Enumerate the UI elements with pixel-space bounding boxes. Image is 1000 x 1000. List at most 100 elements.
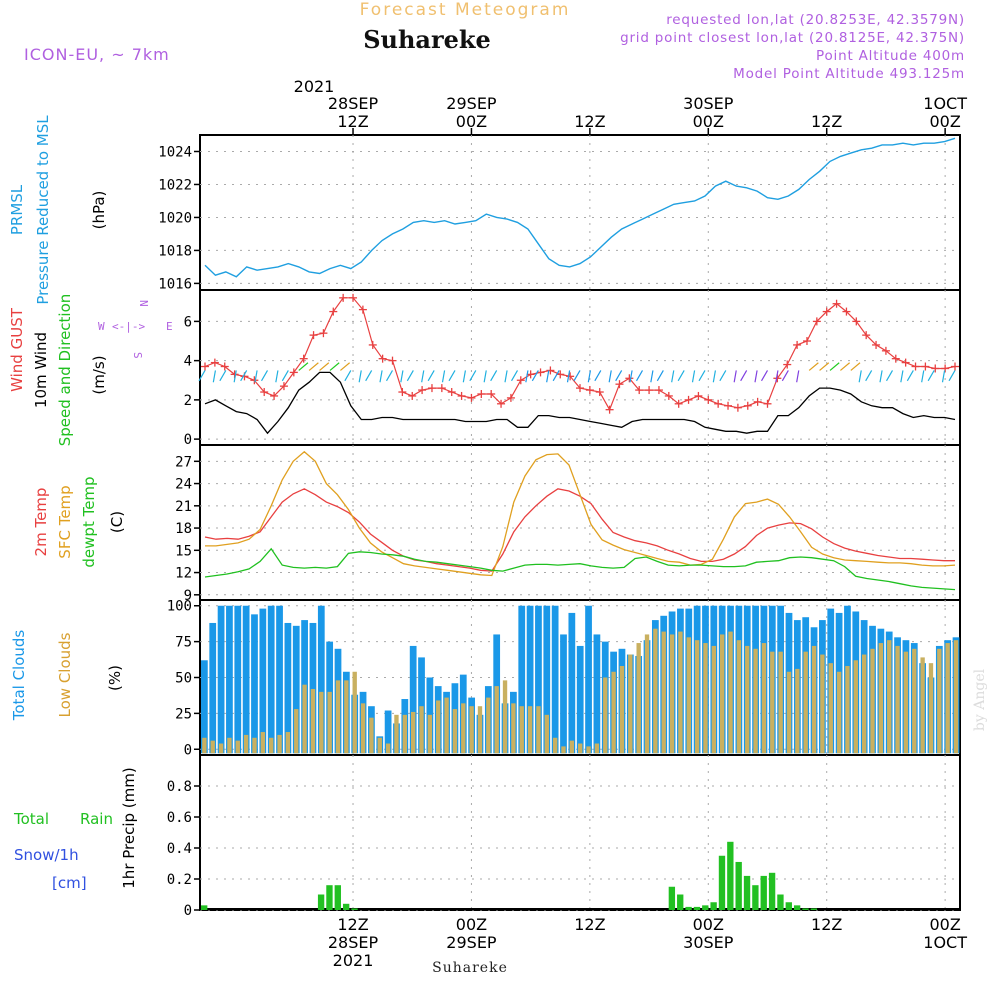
bottom-time-label: 2021 bbox=[333, 951, 374, 970]
low-cloud-bar bbox=[937, 648, 942, 754]
gust-marker bbox=[210, 358, 219, 367]
wind-direction-arrow bbox=[198, 370, 206, 382]
gust-marker bbox=[822, 307, 831, 316]
low-cloud-bar bbox=[811, 645, 817, 754]
gust-marker bbox=[921, 362, 930, 371]
low-cloud-bar bbox=[628, 654, 633, 754]
low-cloud-bar bbox=[694, 640, 700, 754]
total-cloud-bar bbox=[409, 645, 417, 754]
wind-direction-arrow bbox=[308, 362, 319, 371]
gust-marker bbox=[763, 399, 772, 408]
low-cloud-bar bbox=[360, 703, 366, 754]
low-cloud-bar bbox=[803, 651, 808, 754]
top-time-label: 00Z bbox=[693, 112, 724, 131]
low-cloud-bar bbox=[419, 706, 424, 754]
low-cloud-bar bbox=[820, 654, 825, 754]
low-cloud-bar bbox=[277, 734, 282, 754]
low-cloud-bar bbox=[770, 651, 775, 754]
wind-direction-arrow bbox=[281, 370, 289, 382]
gust-marker bbox=[388, 356, 397, 365]
grid-point-coords: grid point closest lon,lat (20.8125E, 42… bbox=[620, 30, 965, 46]
y-tick-label: 0.4 bbox=[167, 841, 192, 857]
total-cloud-bar bbox=[568, 612, 576, 754]
bottom-time-label: 12Z bbox=[811, 915, 842, 934]
bottom-time-label: 28SEP bbox=[328, 933, 379, 952]
low-cloud-bar bbox=[653, 628, 658, 754]
gust-marker bbox=[881, 346, 890, 355]
wind-gust-label: Wind GUST bbox=[8, 307, 26, 392]
y-tick-label: 1016 bbox=[158, 276, 192, 292]
temp-dewpt-label: dewpt Temp bbox=[80, 476, 98, 567]
gust-marker bbox=[437, 384, 446, 393]
low-cloud-bar bbox=[461, 703, 466, 754]
panel-pressure: 1016 1018 1020 1022 1024 PRMSL Pressure Reduce… bbox=[8, 115, 961, 305]
low-cloud-bar bbox=[243, 734, 249, 754]
wind-direction-arrow bbox=[531, 370, 539, 382]
wind-direction-arrow bbox=[754, 370, 758, 383]
wind-direction-arrow bbox=[671, 370, 675, 383]
gust-marker bbox=[398, 388, 407, 397]
bottom-time-label: 00Z bbox=[693, 915, 724, 934]
low-cloud-bar bbox=[260, 732, 266, 754]
total-cloud-bar bbox=[259, 608, 267, 754]
wind-direction-arrow bbox=[587, 370, 592, 383]
compass-north: N bbox=[137, 300, 150, 307]
low-cloud-bar bbox=[352, 671, 357, 754]
top-time-label: 12Z bbox=[337, 112, 368, 131]
wind-direction-arrow bbox=[629, 370, 633, 383]
gust-marker bbox=[368, 340, 377, 349]
bottom-time-label: 29SEP bbox=[446, 933, 497, 952]
low-cloud-bar bbox=[302, 684, 307, 754]
wind-direction-arrow bbox=[775, 370, 779, 383]
gust-marker bbox=[329, 307, 338, 316]
precip-snow-label: Snow/1h bbox=[14, 846, 79, 864]
gust-marker bbox=[852, 317, 861, 326]
wind-direction-arrow bbox=[441, 370, 446, 383]
low-cloud-bar bbox=[344, 680, 349, 754]
wind-direction-arrow bbox=[691, 370, 696, 383]
gust-marker bbox=[339, 293, 348, 302]
total-cloud-bar bbox=[201, 660, 208, 754]
rain-bar bbox=[702, 905, 709, 910]
rain-bar bbox=[342, 903, 350, 910]
wind-direction-arrow bbox=[712, 370, 717, 383]
total-cloud-bar bbox=[518, 605, 526, 754]
low-cloud-bar bbox=[887, 640, 892, 754]
gust-marker bbox=[783, 360, 792, 369]
wind-direction-label: Speed and Direction bbox=[56, 294, 74, 447]
y-tick-label: 12 bbox=[175, 566, 192, 582]
gust-marker bbox=[733, 403, 742, 412]
low-cloud-bar bbox=[895, 645, 900, 754]
low-cloud-bar bbox=[552, 737, 558, 754]
low-cloud-bar bbox=[486, 697, 491, 754]
total-cloud-bar bbox=[593, 634, 601, 754]
wind-direction-arrow bbox=[358, 370, 362, 383]
gust-marker bbox=[842, 307, 851, 316]
gust-marker bbox=[506, 393, 515, 402]
gust-marker bbox=[615, 380, 624, 389]
total-cloud-bar bbox=[576, 645, 584, 754]
low-cloud-bar bbox=[452, 709, 458, 754]
rain-bar bbox=[752, 885, 759, 910]
total-cloud-bar bbox=[384, 710, 392, 754]
wind-direction-arrow bbox=[490, 370, 498, 382]
gust-marker bbox=[408, 391, 417, 400]
gust-marker bbox=[250, 376, 259, 385]
header: Forecast Meteogram Suhareke ICON-EU, ~ 7… bbox=[24, 0, 988, 976]
wind-direction-arrow bbox=[469, 370, 477, 382]
wind-direction-arrow bbox=[850, 362, 861, 371]
low-cloud-bar bbox=[870, 648, 875, 754]
top-time-label: 1OCT bbox=[923, 94, 967, 113]
wind-direction-arrow bbox=[385, 370, 394, 382]
wind-direction-arrow bbox=[885, 370, 894, 382]
low-cloud-bar bbox=[402, 714, 407, 754]
total-cloud-bar bbox=[209, 622, 217, 754]
low-cloud-bar bbox=[836, 671, 842, 754]
y-tick-label: 100 bbox=[167, 599, 192, 615]
footer-location: Suhareke bbox=[432, 960, 508, 976]
wind-direction-arrow bbox=[656, 370, 664, 382]
rain-bar bbox=[802, 908, 809, 910]
model-altitude: Model Point Altitude 493.125m bbox=[733, 66, 965, 82]
